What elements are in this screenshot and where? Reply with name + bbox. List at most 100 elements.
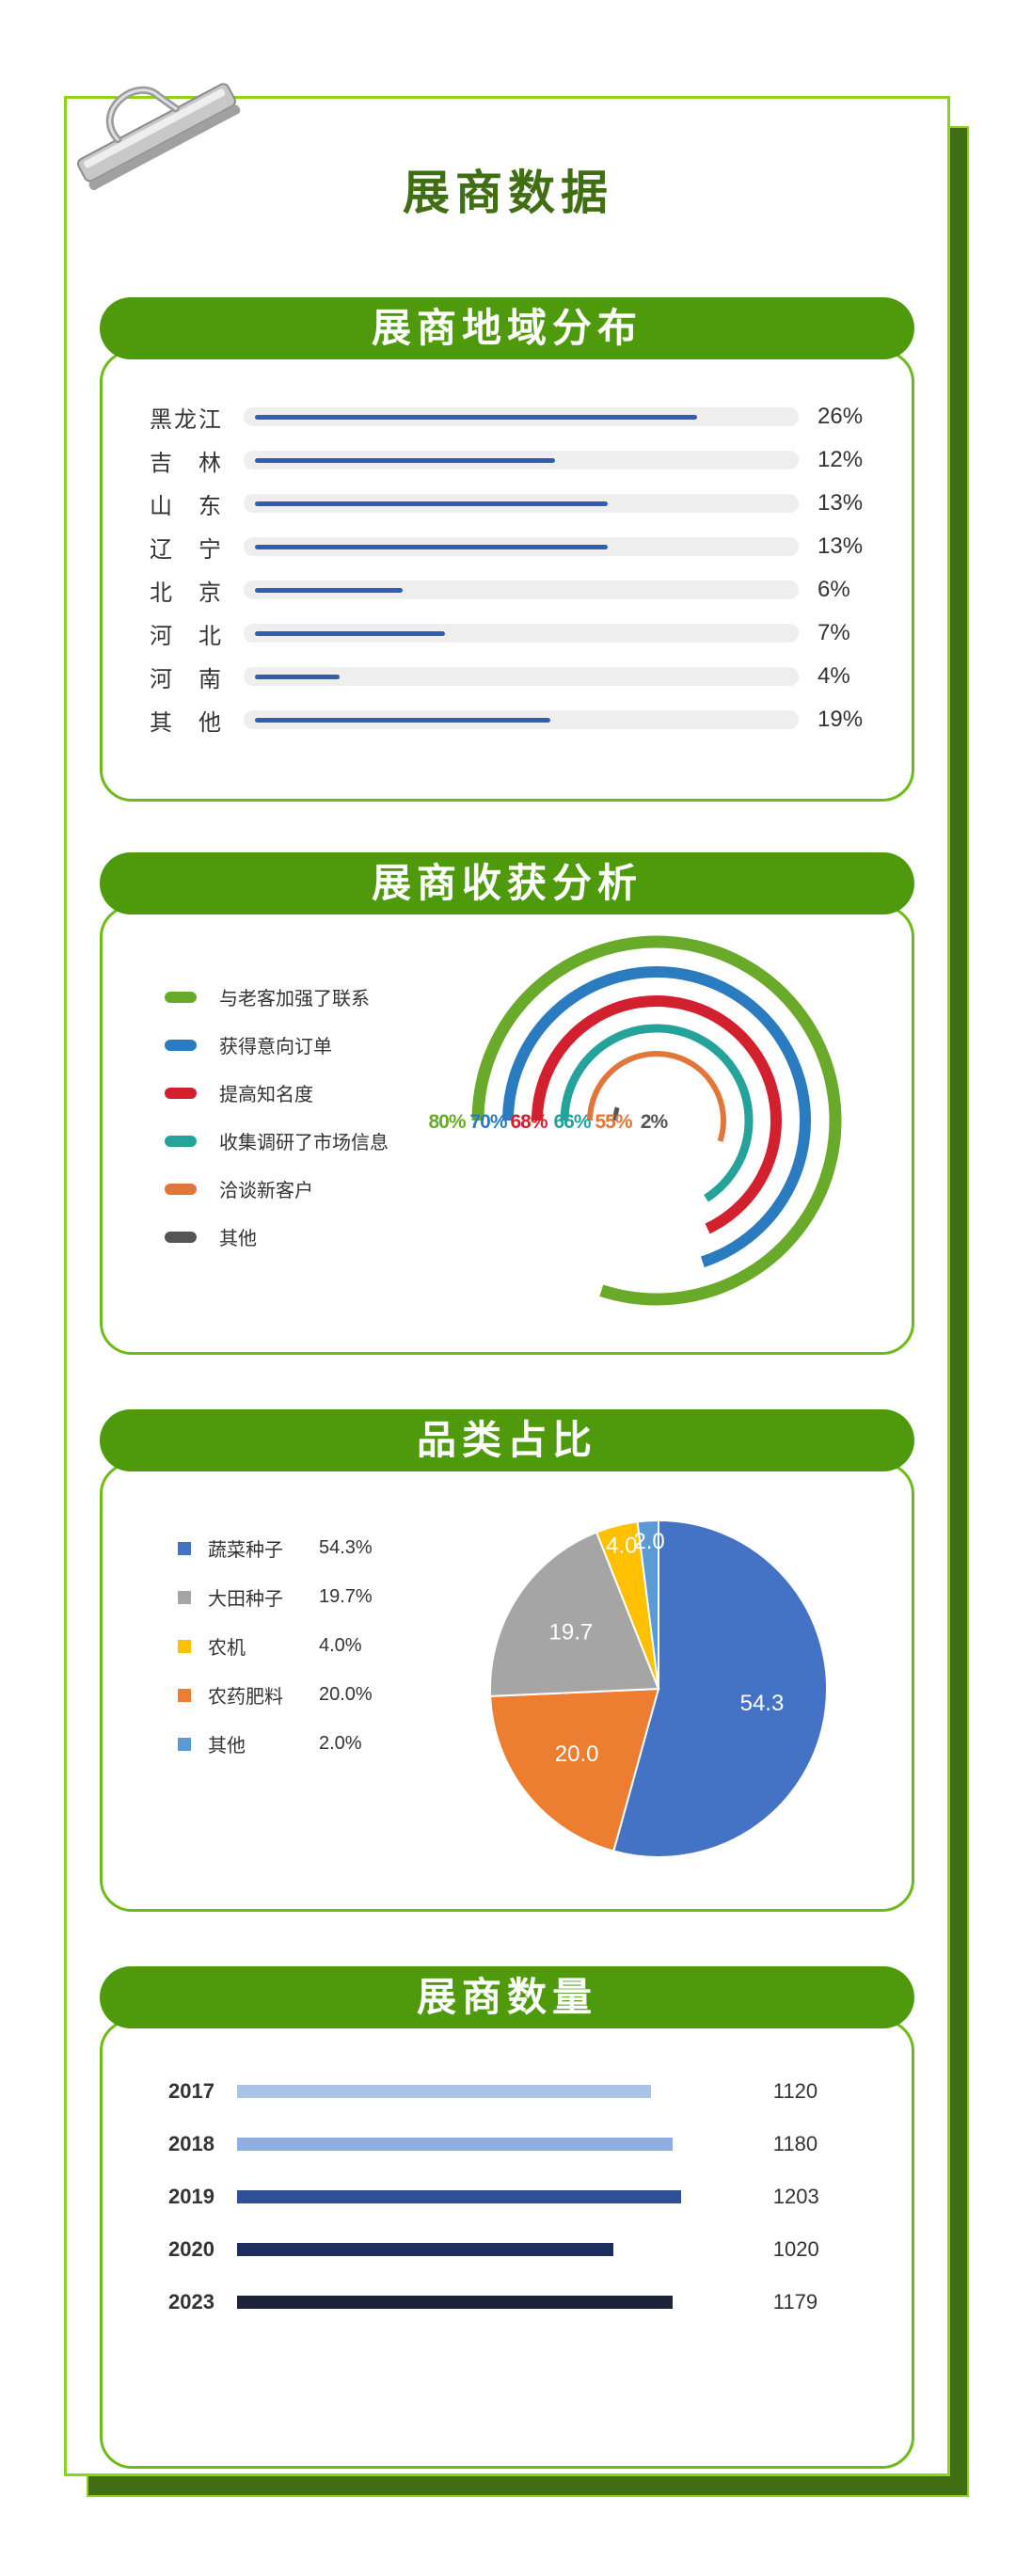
count-section-title: 展商数量 (100, 1966, 914, 2028)
count-bar (237, 2085, 652, 2098)
count-value-label: 1203 (772, 2185, 819, 2208)
gain-legend-label: 收集调研了市场信息 (219, 1133, 389, 1153)
count-bar (237, 2243, 614, 2256)
region-value-label: 19% (818, 707, 864, 732)
region-bar (255, 501, 608, 506)
count-box: 2017 1120 2018 1180 2019 1203 2020 1020 2023 1179 (100, 2019, 914, 2469)
region-bar-track (244, 667, 799, 686)
pie-legend-swatch (178, 1737, 191, 1751)
count-value-label: 1120 (772, 2079, 818, 2103)
count-bar-track (237, 2138, 772, 2151)
gain-legend-swatch (165, 1087, 197, 1099)
gain-legend-label: 获得意向订单 (219, 1037, 332, 1057)
gain-section: 80% 70% 68% 66% 55% 2% 与老客加强了联系 获得意向订单提高知名度收集调… (100, 852, 914, 1355)
region-row: 吉 林 12% (150, 441, 883, 479)
count-value-label: 1020 (772, 2237, 819, 2261)
region-bar (255, 675, 340, 679)
pie-slice (489, 1531, 660, 1697)
pie-legend-item: 农药肥料 20.0% (178, 1681, 422, 1709)
pie-legend-value: 20.0% (319, 1684, 373, 1705)
count-bar (237, 2190, 682, 2203)
pie-legend-item: 大田种子 19.7% (178, 1583, 422, 1611)
pie-slice-label: 4.0 (606, 1533, 637, 1558)
pie-legend-label: 大田种子 (208, 1589, 283, 1610)
region-row: 山 东 13% (150, 485, 883, 522)
gain-legend-swatch (165, 1183, 197, 1195)
radial-value-label: 70% (469, 1111, 507, 1133)
radial-arc (587, 1051, 726, 1142)
region-value-label: 12% (818, 447, 864, 472)
region-value-label: 13% (818, 533, 864, 559)
pie-legend-item: 蔬菜种子 54.3% (178, 1534, 422, 1562)
pie-legend-item: 农机 4.0% (178, 1632, 422, 1660)
gain-legend-swatch (165, 991, 197, 1003)
radial-arc (612, 1106, 620, 1121)
gain-legend-item: 收集调研了市场信息 (165, 1127, 389, 1154)
radial-arc (560, 1024, 754, 1202)
category-section-title: 品类占比 (100, 1409, 914, 1471)
gain-legend-item: 提高知名度 (165, 1079, 313, 1106)
pie-slice (489, 1687, 660, 1852)
count-bar (237, 2296, 674, 2309)
binder-clip-icon (77, 83, 241, 191)
region-value-label: 6% (818, 577, 850, 602)
pie-legend-value: 19.7% (319, 1586, 373, 1607)
count-row: 2019 1203 (168, 2178, 846, 2216)
pie-legend-swatch (178, 1590, 191, 1604)
gain-section-title: 展商收获分析 (100, 852, 914, 914)
count-value-label: 1180 (772, 2132, 818, 2155)
radial-value-label: 66% (553, 1111, 591, 1133)
region-bar-track (244, 710, 799, 729)
radial-chart: 80% 70% 68% 66% 55% 2% (428, 935, 842, 1306)
region-section-title: 展商地域分布 (100, 297, 914, 359)
count-bar-track (237, 2190, 772, 2203)
region-value-label: 13% (818, 490, 864, 516)
gain-box: 80% 70% 68% 66% 55% 2% 与老客加强了联系 获得意向订单提高知名度收集调… (100, 905, 914, 1355)
region-bar (255, 718, 550, 723)
radial-value-label: 2% (641, 1111, 669, 1133)
region-box: 黑龙江 26% 吉 林 12% 山 东 13% 辽 宁 13% 北 京 6% 河 北 7% 河 南 4% 其… (100, 350, 914, 802)
count-bar-track (237, 2085, 772, 2098)
count-year-label: 2019 (168, 2185, 214, 2208)
region-bar (255, 631, 445, 636)
radial-arc (471, 935, 842, 1306)
count-year-label: 2018 (168, 2132, 214, 2155)
gain-legend-item: 洽谈新客户 (165, 1175, 313, 1202)
category-section: 54.3 20.0 19.7 4.0 2.0 蔬菜种子 54.3% 大田种子 19.7% 农机 4… (100, 1409, 914, 1912)
region-bar (255, 545, 608, 549)
gain-legend-item: 与老客加强了联系 (165, 983, 370, 1010)
region-bar-track (244, 624, 799, 643)
region-label: 吉 林 (150, 450, 223, 476)
gain-legend-label: 其他 (219, 1229, 257, 1249)
region-value-label: 26% (818, 404, 864, 429)
region-row: 河 南 4% (150, 658, 883, 695)
radial-value-label: 68% (510, 1111, 548, 1133)
pie-legend-swatch (178, 1541, 191, 1555)
gain-legend-swatch (165, 1231, 197, 1243)
gain-legend-label: 与老客加强了联系 (219, 989, 370, 1010)
region-row: 黑龙江 26% (150, 398, 883, 436)
pie-legend-label: 其他 (208, 1736, 246, 1757)
page-title-wrap: 展商数据 (0, 162, 1016, 233)
radial-arc (532, 995, 782, 1234)
count-value-label: 1179 (772, 2290, 818, 2314)
region-bar (255, 415, 697, 420)
count-row: 2018 1180 (168, 2125, 846, 2163)
pie-legend-value: 4.0% (319, 1635, 362, 1656)
region-label: 河 北 (150, 623, 223, 649)
region-section: 黑龙江 26% 吉 林 12% 山 东 13% 辽 宁 13% 北 京 6% 河 北 7% 河 南 4% 其… (100, 297, 914, 802)
count-year-label: 2017 (168, 2079, 214, 2103)
region-bar-track (244, 407, 799, 426)
gain-legend-label: 洽谈新客户 (219, 1181, 313, 1201)
region-label: 北 京 (150, 580, 223, 606)
pie-slice-label: 54.3 (740, 1691, 785, 1716)
pie-legend-item: 其他 2.0% (178, 1730, 422, 1757)
count-bar-track (237, 2243, 772, 2256)
gain-legend-swatch (165, 1135, 197, 1147)
count-bar-track (237, 2296, 772, 2309)
pie-slice-label: 19.7 (549, 1620, 594, 1646)
category-box: 54.3 20.0 19.7 4.0 2.0 蔬菜种子 54.3% 大田种子 19.7% 农机 4… (100, 1462, 914, 1912)
pie-legend-label: 农机 (208, 1638, 246, 1659)
pie-legend-swatch (178, 1688, 191, 1702)
pie-legend-value: 54.3% (319, 1537, 373, 1558)
